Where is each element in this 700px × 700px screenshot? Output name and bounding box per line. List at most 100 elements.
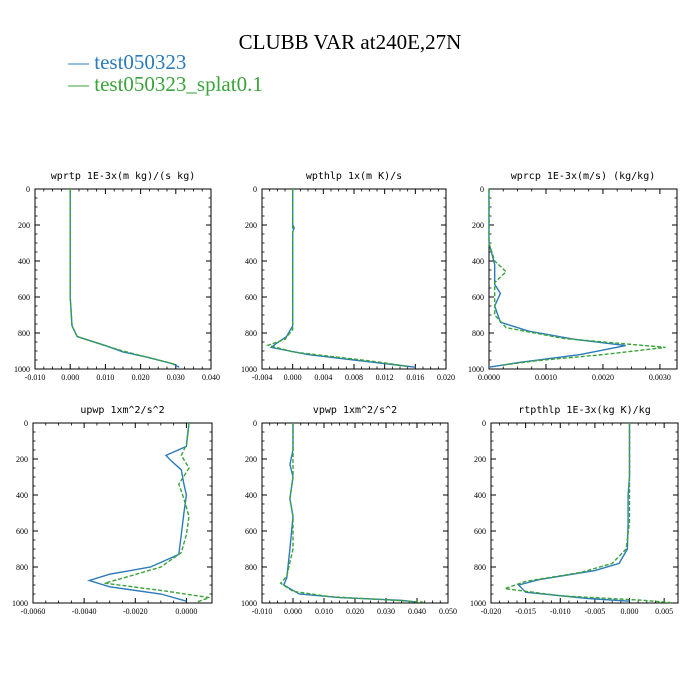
series-line-6-1 [517,423,631,602]
ytick-label-6-4: 800 [474,563,486,572]
ytick-label-1-0: 0 [26,185,30,194]
figure-title: CLUBB VAR at240E,27N [238,30,462,54]
xtick-label-2-4: 0.012 [376,373,394,382]
ytick-label-6-5: 1000 [470,599,486,608]
ytick-label-5-3: 600 [245,527,257,536]
panel-frame-1 [34,188,212,370]
xtick-label-1-2: 0.010 [96,373,114,382]
xtick-label-4-0: -0.0060 [21,607,46,616]
xtick-label-4-1: -0.0040 [72,607,97,616]
ytick-label-3-0: 0 [480,185,484,194]
xtick-label-2-0: -0.004 [252,373,273,382]
xtick-label-3-0: 0.0000 [478,373,500,382]
xtick-label-6-1: -0.015 [515,607,536,616]
ytick-label-4-5: 1000 [12,599,28,608]
xtick-label-5-1: 0.000 [284,607,302,616]
ytick-label-2-4: 800 [245,329,257,338]
xtick-label-2-5: 0.016 [406,373,424,382]
xtick-label-2-1: 0.000 [284,373,302,382]
xtick-label-5-2: 0.010 [315,607,333,616]
legend-dash-2: — [68,72,89,96]
ytick-label-5-0: 0 [253,419,257,428]
legend-item-1: — test050323 [68,50,186,75]
series-line-5-1 [282,423,418,603]
panel-frame-2 [261,188,447,370]
ytick-label-1-2: 400 [18,257,30,266]
series-line-4-2 [104,422,210,603]
xtick-label-3-1: 0.0010 [535,373,557,382]
ytick-label-3-1: 200 [472,221,484,230]
xtick-label-6-2: -0.010 [550,607,571,616]
series-line-2-1 [269,189,416,368]
series-line-4-1 [86,422,190,602]
legend-label-1: test050323 [94,50,187,74]
ytick-label-5-2: 400 [245,491,257,500]
xtick-label-4-2: -0.0020 [123,607,148,616]
ytick-label-4-4: 800 [16,563,28,572]
series-line-3-1 [488,189,626,368]
panel-frame-6 [490,422,679,604]
panel-frame-5 [261,422,449,604]
ytick-label-2-1: 200 [245,221,257,230]
xtick-label-3-2: 0.0020 [592,373,614,382]
panel-title-5: vpwp 1xm^2/s^2 [313,405,397,416]
xtick-label-6-4: 0.000 [621,607,639,616]
xtick-label-2-2: 0.004 [314,373,332,382]
xtick-label-5-6: 0.050 [439,607,457,616]
xtick-label-6-0: -0.020 [481,607,502,616]
series-line-2-2 [265,189,408,367]
ytick-label-2-2: 400 [245,257,257,266]
ytick-label-4-2: 400 [16,491,28,500]
panel-frame-3 [488,188,678,370]
panel-title-2: wpthlp 1x(m K)/s [306,171,402,182]
panel-frame-4 [32,422,213,604]
ytick-label-1-5: 1000 [14,365,30,374]
xtick-label-4-3: 0.0000 [175,607,197,616]
ytick-label-3-5: 1000 [468,365,484,374]
xtick-label-1-1: 0.000 [61,373,79,382]
ytick-label-4-1: 200 [16,455,28,464]
xtick-label-1-5: 0.040 [202,373,220,382]
legend-label-2: test050323_splat0.1 [94,72,263,96]
series-line-3-2 [488,189,666,367]
xtick-label-5-5: 0.040 [408,607,426,616]
xtick-label-5-3: 0.020 [346,607,364,616]
xtick-label-5-4: 0.030 [377,607,395,616]
ytick-label-2-0: 0 [253,185,257,194]
ytick-label-6-1: 200 [474,455,486,464]
ytick-label-3-3: 600 [472,293,484,302]
panel-title-3: wprcp 1E-3x(m/s) (kg/kg) [511,171,656,182]
ytick-label-1-1: 200 [18,221,30,230]
ytick-label-3-2: 400 [472,257,484,266]
ytick-label-6-0: 0 [482,419,486,428]
ytick-label-6-2: 400 [474,491,486,500]
xtick-label-1-0: -0.010 [25,373,46,382]
xtick-label-1-4: 0.030 [167,373,185,382]
ytick-label-3-4: 800 [472,329,484,338]
ytick-label-6-3: 600 [474,527,486,536]
ytick-label-4-0: 0 [24,419,28,428]
xtick-label-5-0: -0.010 [252,607,273,616]
series-line-6-2 [504,423,672,604]
xtick-label-1-3: 0.020 [132,373,150,382]
legend-item-2: — test050323_splat0.1 [68,72,263,97]
series-line-1-2 [69,189,176,366]
ytick-label-2-3: 600 [245,293,257,302]
ytick-label-1-4: 800 [18,329,30,338]
ytick-label-1-3: 600 [18,293,30,302]
ytick-label-2-5: 1000 [241,365,257,374]
ytick-label-5-4: 800 [245,563,257,572]
xtick-label-6-5: 0.005 [655,607,673,616]
series-line-1-1 [69,189,180,368]
series-line-5-2 [279,423,424,603]
panel-title-4: upwp 1xm^2/s^2 [80,405,164,416]
panel-title-1: wprtp 1E-3x(m kg)/(s kg) [51,171,196,182]
legend-dash-1: — [68,50,89,74]
panel-title-6: rtpthlp 1E-3x(kg K)/kg [518,405,650,416]
ytick-label-4-3: 600 [16,527,28,536]
xtick-label-2-3: 0.008 [345,373,363,382]
ytick-label-5-5: 1000 [241,599,257,608]
ytick-label-5-1: 200 [245,455,257,464]
xtick-label-6-3: -0.005 [585,607,606,616]
